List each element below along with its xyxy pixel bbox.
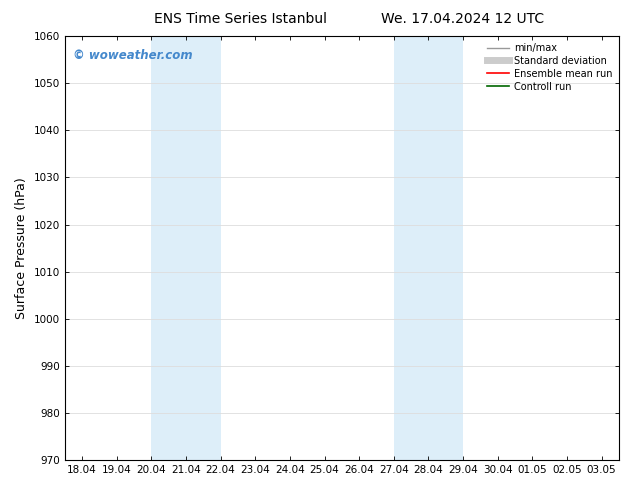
Text: © woweather.com: © woweather.com — [73, 49, 193, 62]
Legend: min/max, Standard deviation, Ensemble mean run, Controll run: min/max, Standard deviation, Ensemble me… — [484, 39, 616, 96]
Bar — [152, 36, 221, 460]
Text: ENS Time Series Istanbul: ENS Time Series Istanbul — [155, 12, 327, 26]
Bar — [394, 36, 463, 460]
Y-axis label: Surface Pressure (hPa): Surface Pressure (hPa) — [15, 177, 28, 319]
Text: We. 17.04.2024 12 UTC: We. 17.04.2024 12 UTC — [381, 12, 545, 26]
